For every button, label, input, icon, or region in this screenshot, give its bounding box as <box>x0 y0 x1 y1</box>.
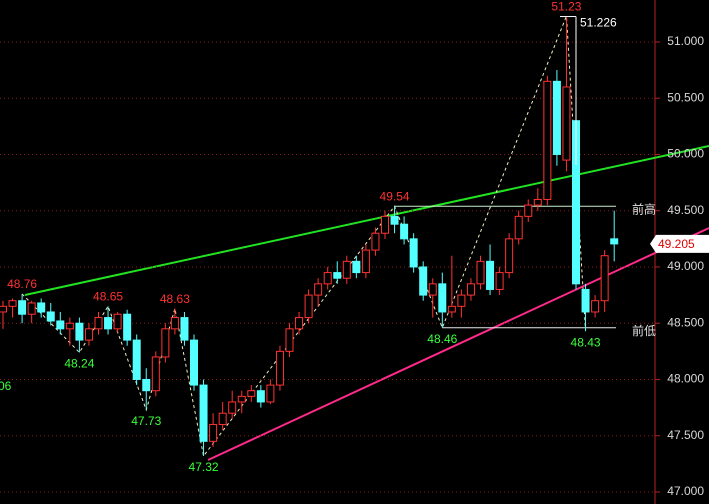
candle-body <box>476 260 485 285</box>
candle-body <box>610 238 619 245</box>
candle-body <box>552 80 561 155</box>
candle-body <box>142 378 151 392</box>
pivot-label: 47.32 <box>189 460 219 474</box>
candle-body <box>275 350 284 386</box>
candle-body <box>591 300 600 313</box>
candle-body <box>199 384 208 442</box>
high-marker-label: 51.226 <box>580 16 617 30</box>
candle-body <box>8 300 17 307</box>
candle-body <box>505 238 514 274</box>
candle-body <box>285 328 294 352</box>
candle-body <box>266 384 275 403</box>
candle-body <box>333 272 342 279</box>
candle-body <box>295 317 304 330</box>
candle-body <box>228 401 237 414</box>
candle-body <box>104 317 113 330</box>
candle-body <box>94 317 103 330</box>
support-trendline <box>207 227 709 461</box>
candle-body <box>466 283 475 296</box>
candle-body <box>409 238 418 268</box>
pivot-label: 48.65 <box>93 290 123 304</box>
last-price-label: 49.205 <box>658 237 695 251</box>
candle-body <box>65 322 74 330</box>
candle-body <box>361 249 370 274</box>
candle-body <box>381 215 389 234</box>
candle-body <box>132 339 141 380</box>
pivot-label: 48.76 <box>7 277 37 291</box>
candle-body <box>113 313 122 330</box>
candle-body <box>247 390 256 397</box>
candle-body <box>304 294 313 319</box>
candle-body <box>524 204 533 217</box>
candle-body <box>56 320 65 330</box>
candle-body <box>314 283 323 296</box>
candle-body <box>123 313 132 341</box>
y-tick-label: 49.500 <box>667 203 704 217</box>
candle-body <box>27 302 36 315</box>
candle-body <box>180 317 189 341</box>
y-tick-label: 47.500 <box>667 428 704 442</box>
candle-body <box>151 356 160 392</box>
candle-body <box>581 288 590 313</box>
pivot-label: 48.63 <box>160 292 190 306</box>
y-tick-label: 47.000 <box>667 484 704 498</box>
candle-body <box>543 80 552 200</box>
level-label: 前高 <box>632 201 656 216</box>
candle-body <box>419 266 428 296</box>
resistance-trendline <box>24 145 709 296</box>
candle-body <box>486 260 495 290</box>
candle-body <box>447 305 456 313</box>
candle-body <box>428 283 437 296</box>
candle-body <box>323 272 332 285</box>
candle-body <box>237 395 246 403</box>
candle-body <box>218 412 227 425</box>
candle-body <box>438 283 447 313</box>
candle-body <box>0 305 7 313</box>
candle-body <box>18 300 27 315</box>
pivot-label: 49.54 <box>380 189 410 203</box>
pivot-label: 48.24 <box>64 357 94 371</box>
candle-body <box>457 294 466 307</box>
y-tick-label: 50.500 <box>667 90 704 104</box>
candle-body <box>170 317 179 330</box>
y-tick-label: 50.000 <box>667 147 704 161</box>
candle-body <box>352 260 361 274</box>
candle-body <box>209 423 218 442</box>
candle-body <box>371 232 380 251</box>
pivot-label: 47.73 <box>131 414 161 428</box>
candle-body <box>84 328 93 341</box>
y-tick-label: 48.500 <box>667 315 704 329</box>
candle-body <box>190 339 198 386</box>
candle-body <box>342 260 351 279</box>
candle-body <box>400 223 409 240</box>
zigzag <box>21 15 587 458</box>
candle-body <box>562 86 571 161</box>
candle-body <box>161 328 170 358</box>
y-tick-label: 48.000 <box>667 372 704 386</box>
level-label: 前低 <box>632 323 656 338</box>
y-tick-label: 49.000 <box>667 259 704 273</box>
candle-body <box>256 390 265 403</box>
candle-body <box>495 272 504 290</box>
candle-body <box>390 215 399 225</box>
candle-body <box>46 311 55 322</box>
candle-body <box>514 215 523 240</box>
last-price-box <box>650 234 709 253</box>
pivot-label: 51.23 <box>551 0 581 13</box>
candle-body <box>600 255 609 302</box>
candle-body <box>75 322 84 341</box>
candle-body <box>533 198 542 206</box>
y-tick-label: 51.000 <box>667 34 704 48</box>
pivot-label: 48.43 <box>571 335 601 349</box>
edge-label: 06 <box>0 379 12 393</box>
pivot-label: 48.46 <box>427 332 457 346</box>
candle-body <box>37 302 46 313</box>
